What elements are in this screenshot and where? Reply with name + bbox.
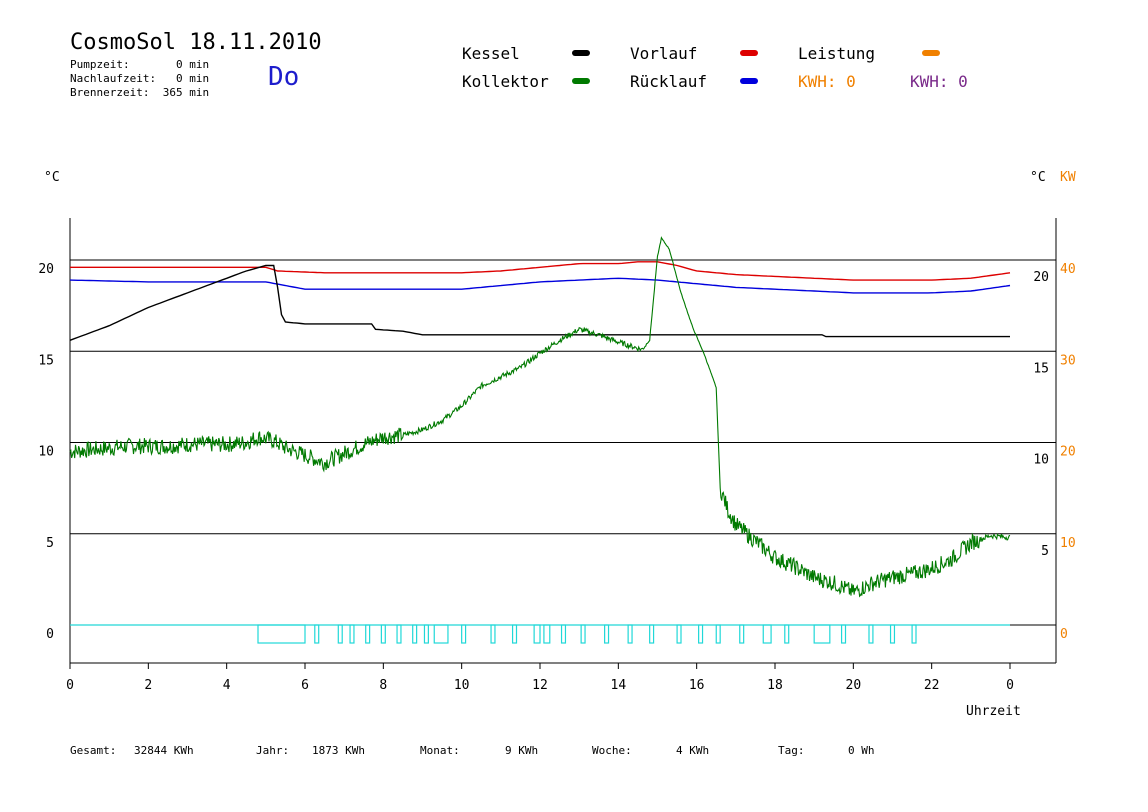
pump-pulse xyxy=(257,624,306,644)
pump-pulse xyxy=(649,624,655,644)
y-tick-label-right-kw: 20 xyxy=(1060,445,1076,460)
pump-pulse xyxy=(461,624,467,644)
x-tick-label: 4 xyxy=(223,678,231,693)
legend-kollektor-swatch xyxy=(572,78,590,84)
footer-jahr-label: Jahr: xyxy=(256,744,290,757)
left-unit-label: °C xyxy=(44,170,60,185)
pump-pulse xyxy=(627,624,633,644)
legend-kwh-purple: KWH: 0 xyxy=(910,72,968,91)
pump-pulse xyxy=(715,624,721,644)
pump-pulse xyxy=(396,624,402,644)
x-tick-label: 6 xyxy=(301,678,309,693)
pump-pulse xyxy=(604,624,610,644)
footer-gesamt-value: 32844 KWh xyxy=(134,744,194,757)
y-tick-label-left: 15 xyxy=(38,353,54,368)
series-line-kessel xyxy=(69,264,1010,341)
legend-kollektor-label: Kollektor xyxy=(462,72,549,91)
pump-pulse xyxy=(911,624,917,644)
x-tick-label: 22 xyxy=(924,678,940,693)
footer-woche-label: Woche: xyxy=(592,744,632,757)
page-title: CosmoSol 18.11.2010 xyxy=(70,30,322,55)
x-tick-label: 10 xyxy=(454,678,470,693)
y-tick-label-right-kw: 40 xyxy=(1060,262,1076,277)
y-tick-label-right-c: 5 xyxy=(1041,544,1049,559)
footer-tag-label: Tag: xyxy=(778,744,805,757)
pump-pulse xyxy=(349,624,355,644)
x-tick-label: 2 xyxy=(144,678,152,693)
pump-pulse xyxy=(813,624,831,644)
right-unit-kw: KW xyxy=(1060,170,1076,185)
y-tick-label-right-c: 15 xyxy=(1033,361,1049,376)
pump-pulse xyxy=(423,624,429,644)
pump-pulse xyxy=(365,624,371,644)
right-unit-celsius: °C xyxy=(1030,170,1046,185)
pump-activity xyxy=(70,624,1010,644)
weekday-label: Do xyxy=(268,62,300,92)
brennerzeit-info: Brennerzeit: 365 min xyxy=(70,86,210,99)
legend-kessel-swatch xyxy=(572,50,590,56)
y-tick-label-left: 10 xyxy=(38,445,54,460)
y-tick-label-right-c: 10 xyxy=(1033,453,1049,468)
legend-leistung-swatch xyxy=(922,50,940,56)
y-tick-label-left: 0 xyxy=(46,627,54,642)
pump-pulse xyxy=(543,624,551,644)
y-tick-label-left: 5 xyxy=(46,536,54,551)
footer-tag-value: 0 Wh xyxy=(848,744,875,757)
footer-jahr-value: 1873 KWh xyxy=(312,744,365,757)
pump-pulse xyxy=(739,624,745,644)
x-tick-label: 8 xyxy=(379,678,387,693)
pump-pulse xyxy=(762,624,772,644)
legend-leistung-label: Leistung xyxy=(798,44,876,63)
pump-pulse xyxy=(337,624,343,644)
pump-pulse xyxy=(784,624,790,644)
y-tick-label-right-kw: 0 xyxy=(1060,627,1068,642)
x-tick-label: 16 xyxy=(689,678,705,693)
y-tick-label-right-c: 20 xyxy=(1033,270,1049,285)
pump-pulse xyxy=(840,624,847,644)
legend-vorlauf-swatch xyxy=(740,50,758,56)
legend-kwh-orange: KWH: 0 xyxy=(798,72,856,91)
pump-pulse xyxy=(889,624,896,644)
pump-pulse xyxy=(490,624,496,644)
pump-pulse xyxy=(698,624,704,644)
footer-woche-value: 4 KWh xyxy=(676,744,710,757)
x-tick-label: 0 xyxy=(1006,678,1014,693)
pump-pulse xyxy=(412,624,418,644)
axes xyxy=(69,218,1057,669)
nachlaufzeit-info: Nachlaufzeit: 0 min xyxy=(70,72,210,85)
pump-pulse xyxy=(511,624,518,644)
y-tick-label-right-kw: 30 xyxy=(1060,353,1076,368)
pump-pulse xyxy=(868,624,874,644)
x-tick-label: 14 xyxy=(611,678,627,693)
x-tick-label: 20 xyxy=(846,678,862,693)
tick-labels: 0 2 4 6 8 10 12 14 16 18 20 22 0 0 5 10 15 20 5 10 15 20 0 10 20… xyxy=(38,262,1075,693)
footer-monat-value: 9 KWh xyxy=(505,744,539,757)
x-tick-label: 18 xyxy=(767,678,783,693)
footer-gesamt-label: Gesamt: xyxy=(70,744,117,757)
x-tick-label: 0 xyxy=(66,678,74,693)
series-lines xyxy=(69,236,1011,598)
pump-pulse xyxy=(533,624,541,644)
legend-vorlauf-label: Vorlauf xyxy=(630,44,698,63)
series-line-kollektor xyxy=(69,236,1011,598)
pump-pulse xyxy=(676,624,682,644)
y-tick-label-left: 20 xyxy=(38,262,54,277)
pump-pulse xyxy=(580,624,586,644)
series-line-vorlauf xyxy=(70,261,1011,281)
y-tick-label-right-kw: 10 xyxy=(1060,536,1076,551)
series-line-ruecklauf xyxy=(69,277,1011,294)
pumpzeit-info: Pumpzeit: 0 min xyxy=(70,58,210,71)
footer-monat-label: Monat: xyxy=(420,744,460,757)
x-axis-label: Uhrzeit xyxy=(966,704,1021,719)
legend-kessel-label: Kessel xyxy=(462,44,520,63)
pump-pulse xyxy=(560,624,567,644)
legend-ruecklauf-label: Rücklauf xyxy=(630,72,708,91)
pump-pulse xyxy=(380,624,386,644)
pump-pulse xyxy=(314,624,320,644)
pump-pulse xyxy=(433,624,449,644)
legend-ruecklauf-swatch xyxy=(740,78,758,84)
x-tick-label: 12 xyxy=(532,678,548,693)
